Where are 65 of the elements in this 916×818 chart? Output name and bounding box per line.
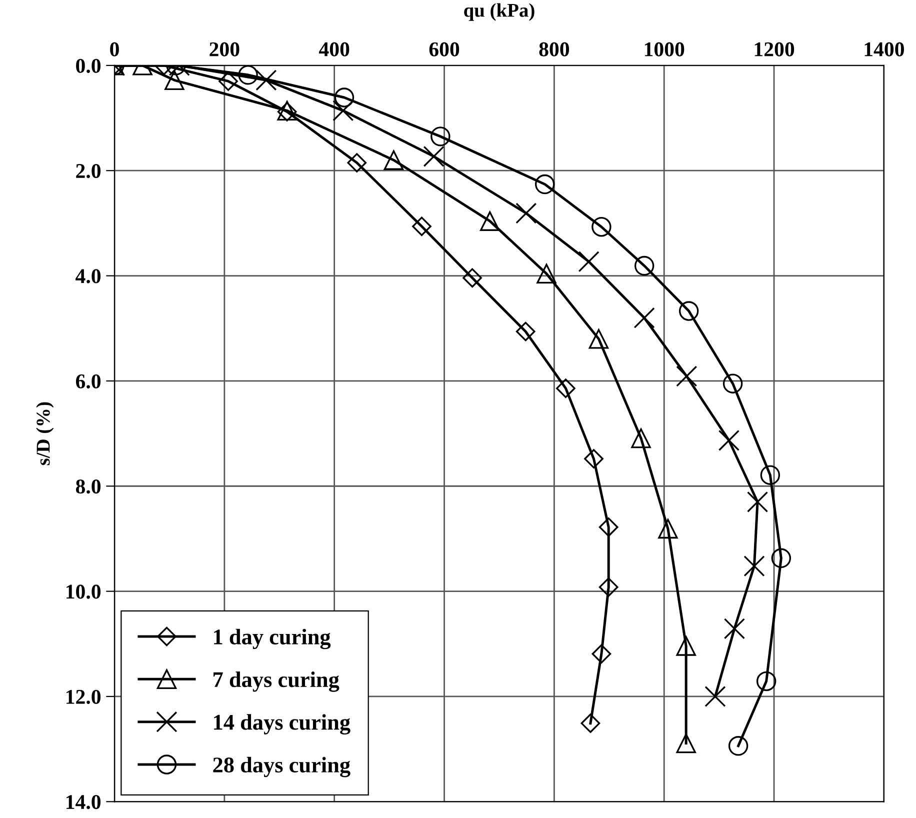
- point: [238, 65, 258, 85]
- point: [584, 449, 604, 468]
- point: [756, 671, 776, 692]
- point: [760, 465, 780, 485]
- point: [676, 733, 696, 754]
- point: [676, 636, 696, 656]
- x-axis-title: qu (kPa): [464, 3, 534, 21]
- point: [592, 644, 612, 664]
- point: [256, 70, 277, 91]
- point: [634, 307, 655, 328]
- point: [718, 430, 740, 451]
- x-tick-label: 1400: [864, 42, 904, 56]
- point: [678, 301, 699, 321]
- x-tick-label: 1000: [644, 42, 684, 56]
- point: [634, 256, 654, 276]
- point: [578, 251, 600, 272]
- point: [334, 88, 354, 108]
- point: [164, 70, 184, 90]
- point: [724, 618, 746, 640]
- x-tick-label: 1200: [754, 42, 794, 56]
- y-tick-label: 14.0: [66, 795, 101, 810]
- x-tick-label: 0: [110, 42, 119, 56]
- point: [771, 548, 792, 568]
- y-tick-label: 8.0: [76, 480, 101, 494]
- point: [722, 374, 743, 394]
- y-tick-label: 4.0: [76, 269, 101, 284]
- point: [728, 736, 748, 756]
- point: [534, 174, 555, 194]
- point: [332, 100, 354, 122]
- point: [516, 202, 537, 224]
- point: [744, 556, 765, 577]
- legend-label: 1 day curing: [214, 628, 331, 650]
- x-tick-label: 800: [539, 42, 570, 56]
- point: [430, 126, 450, 146]
- y-tick-label: 6.0: [76, 374, 101, 388]
- point: [536, 264, 556, 284]
- y-axis-title: s/D (%): [36, 402, 54, 466]
- y-tick-label: 0.0: [76, 58, 101, 73]
- legend-label: 7 days curing: [214, 672, 340, 692]
- point: [598, 577, 618, 597]
- point: [588, 329, 609, 349]
- point: [384, 150, 404, 170]
- point: [598, 517, 618, 537]
- point: [347, 153, 367, 172]
- legend-label: 14 days curing: [214, 714, 350, 735]
- point: [631, 428, 651, 448]
- point: [480, 211, 500, 231]
- point: [658, 518, 678, 539]
- point: [592, 217, 612, 237]
- x-tick-label: 400: [319, 42, 350, 56]
- point: [556, 378, 576, 398]
- y-tick-label: 10.0: [66, 584, 101, 599]
- point: [423, 146, 444, 167]
- point: [412, 216, 432, 236]
- point: [516, 322, 536, 342]
- y-tick-label: 2.0: [76, 164, 101, 178]
- legend-label: 28 days curing: [213, 756, 350, 778]
- point: [676, 366, 698, 387]
- x-tick-label: 600: [429, 42, 460, 56]
- point: [746, 491, 768, 512]
- y-tick-label: 12.0: [66, 690, 101, 704]
- point: [462, 268, 482, 288]
- point: [704, 686, 726, 708]
- x-tick-label: 200: [210, 42, 240, 56]
- point: [580, 714, 600, 733]
